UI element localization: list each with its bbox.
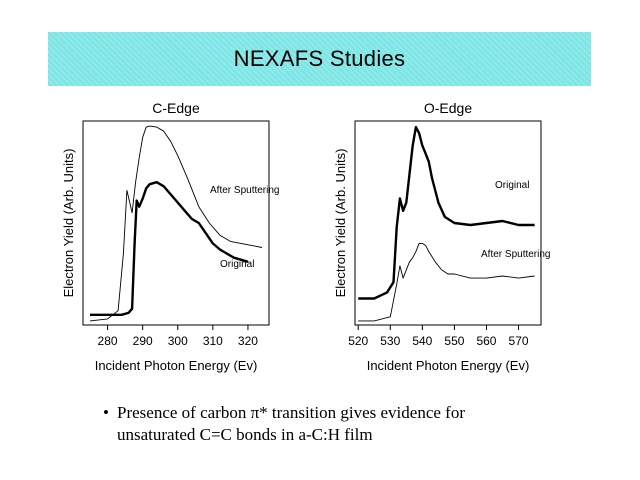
bullet-text: Presence of carbon π* transition gives e… xyxy=(117,402,465,446)
x-tick-label: 550 xyxy=(444,334,464,348)
chart-c-edge: C-Edge 280 290 300 310 320 Incident Photon Ene… xyxy=(61,100,279,373)
plot-frame xyxy=(354,120,542,326)
x-tick-label: 280 xyxy=(98,334,118,348)
chart-o-edge: O-Edge 520 530 540 550 560 570 Incident Photon … xyxy=(333,100,550,373)
x-tick-label: 540 xyxy=(412,334,432,348)
annotation-label: After Sputtering xyxy=(481,249,550,260)
x-tick-label: 300 xyxy=(168,334,188,348)
series-line-after-sputtering xyxy=(89,125,263,322)
title-banner: NEXAFS Studies xyxy=(48,32,591,86)
x-tick-label: 530 xyxy=(380,334,400,348)
x-axis-label: Incident Photon Energy (Ev) xyxy=(95,358,258,373)
x-axis-label: Incident Photon Energy (Ev) xyxy=(367,358,530,373)
x-tick-label: 570 xyxy=(509,334,529,348)
chart-title: O-Edge xyxy=(424,100,472,116)
annotation-label: Original xyxy=(220,259,254,270)
x-tick-label: 290 xyxy=(133,334,153,348)
bullet-line-2: unsaturated C=C bonds in a-C:H film xyxy=(117,425,373,444)
y-axis-label: Electron Yield (Arb. Units) xyxy=(61,149,76,298)
bullet-point: • Presence of carbon π* transition gives… xyxy=(103,402,583,446)
y-axis-label: Electron Yield (Arb. Units) xyxy=(333,149,348,298)
x-tick-label: 310 xyxy=(203,334,223,348)
x-tick-label: 560 xyxy=(476,334,496,348)
x-tick-label: 320 xyxy=(238,334,258,348)
series-line-original xyxy=(90,181,249,316)
plot-frame xyxy=(82,120,270,326)
series-line-original xyxy=(358,125,535,300)
bullet-symbol: • xyxy=(103,403,109,422)
series-line-after-sputtering xyxy=(358,242,535,322)
bullet-line-1: Presence of carbon π* transition gives e… xyxy=(117,403,465,422)
x-tick-label: 520 xyxy=(348,334,368,348)
slide-title: NEXAFS Studies xyxy=(233,46,406,71)
chart-title: C-Edge xyxy=(152,100,200,116)
annotation-label: After Sputtering xyxy=(210,185,279,196)
annotation-label: Original xyxy=(495,180,529,191)
